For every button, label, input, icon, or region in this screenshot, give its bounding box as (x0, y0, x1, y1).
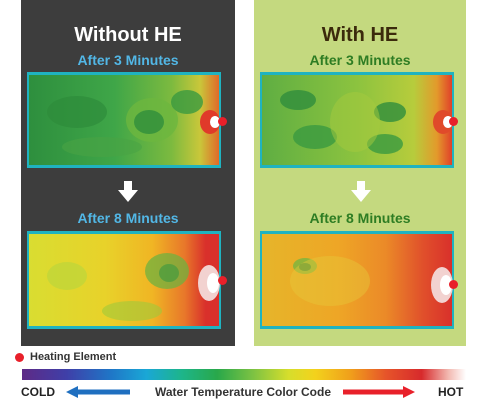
heating-element-icon (218, 276, 227, 285)
heating-element-icon (15, 352, 24, 362)
cold-label: COLD (21, 385, 55, 399)
color-scale-title: Water Temperature Color Code (154, 385, 332, 399)
heating-element-icon (449, 117, 458, 126)
down-arrow-icon (351, 181, 371, 202)
temperature-color-scale (22, 369, 466, 380)
panel-with-he: With HE After 3 Minutes (254, 0, 466, 346)
panel-without-he: Without HE After 3 Minutes (21, 0, 235, 346)
tank-8min-without-he (27, 231, 221, 329)
stage-label-3min-without-he: After 3 Minutes (77, 52, 179, 68)
right-arrow-icon (343, 386, 415, 398)
tank-8min-with-he (260, 231, 454, 329)
panel-title-without-he: Without HE (74, 24, 182, 46)
tank-3min-without-he (27, 72, 221, 168)
left-arrow-icon (66, 386, 130, 398)
hot-label: HOT (438, 385, 464, 399)
heating-element-icon (449, 280, 458, 289)
down-arrow-icon (118, 181, 138, 202)
heating-element-legend: Heating Element (15, 350, 116, 364)
heating-element-label: Heating Element (30, 351, 117, 363)
stage-label-3min-with-he: After 3 Minutes (309, 52, 411, 68)
heating-element-icon (218, 117, 227, 126)
panel-title-with-he: With HE (321, 24, 399, 46)
tank-3min-with-he (260, 72, 454, 168)
stage-label-8min-with-he: After 8 Minutes (309, 210, 411, 226)
stage-label-8min-without-he: After 8 Minutes (77, 210, 179, 226)
color-scale-labels: COLD Water Temperature Color Code HOT (0, 382, 486, 404)
